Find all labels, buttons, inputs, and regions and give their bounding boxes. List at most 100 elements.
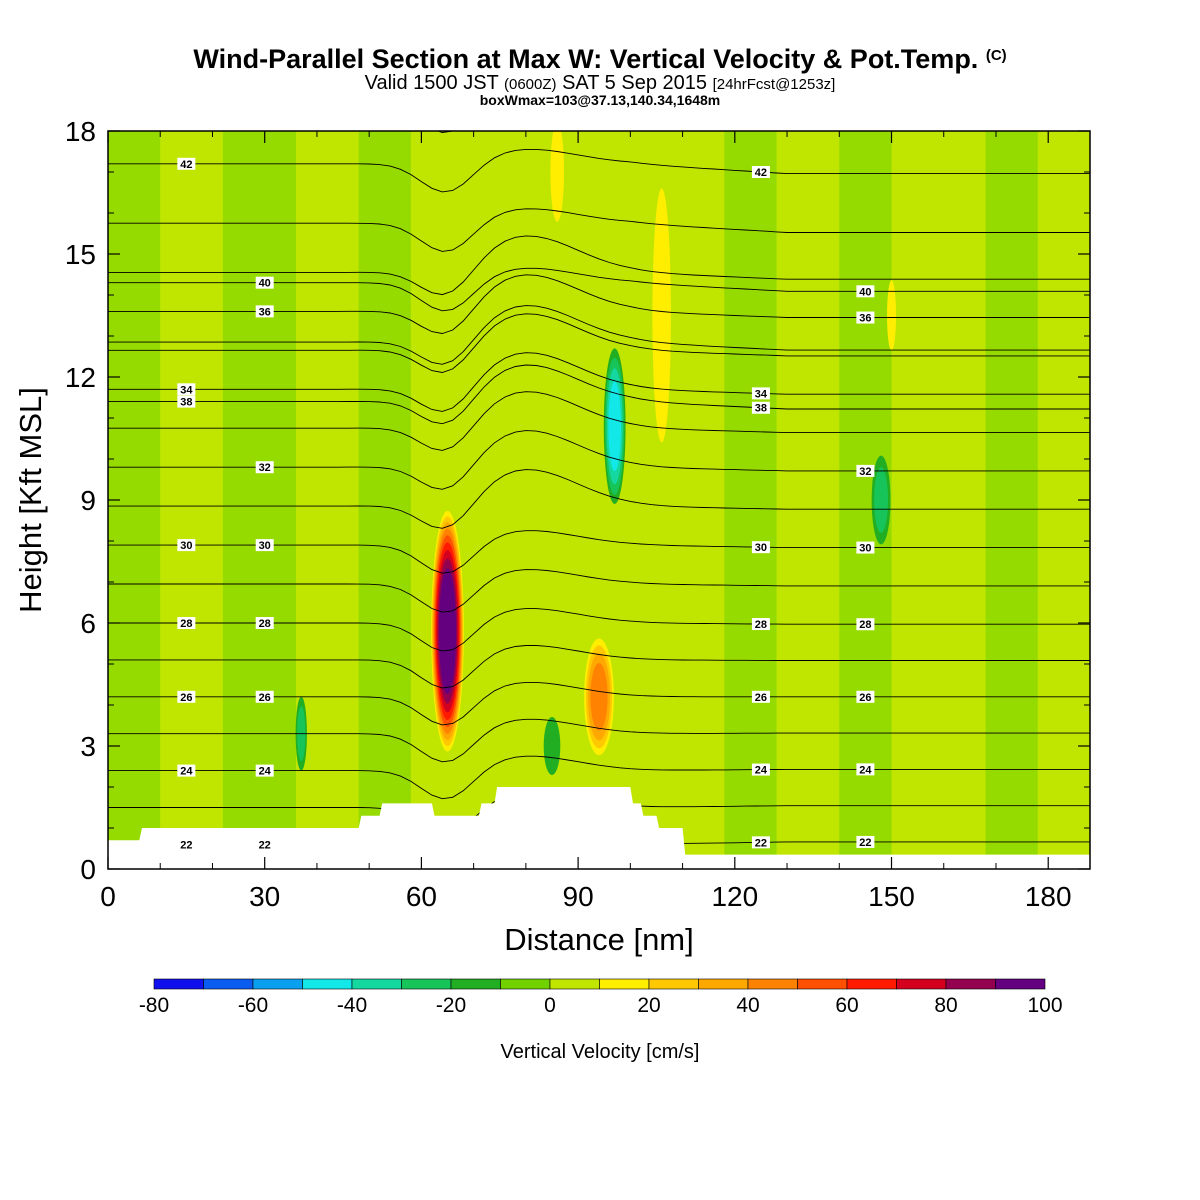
contour-label: 38 (755, 403, 767, 415)
copyright-mark: (C) (985, 47, 1007, 64)
contour-label: 24 (859, 764, 872, 776)
contour-label: 32 (859, 466, 871, 478)
colorbar-segment (153, 978, 204, 990)
velocity-feature-5 (874, 467, 889, 533)
contour-label: 26 (755, 692, 767, 704)
x-tick-label: 90 (563, 881, 594, 912)
contour-label-bg (177, 539, 196, 552)
colorbar-segment (846, 978, 897, 990)
contour-label-bg (255, 276, 274, 289)
contour-label-bg (255, 539, 274, 552)
colorbar-tick-label: 80 (934, 994, 957, 1017)
contour-label: 24 (259, 766, 272, 778)
colorbar-tick-label: 0 (544, 994, 556, 1017)
field-band-5 (985, 131, 1038, 869)
contour-label: 30 (859, 543, 871, 555)
contour-label: 38 (180, 397, 192, 409)
colorbar-segment (450, 978, 501, 990)
theta-contour-35 (108, 313, 1090, 373)
contour-label-bg (751, 165, 770, 178)
box-info: boxWmax=103@37.13,140.34,1648m (479, 92, 721, 108)
valid-time: Valid 1500 JST (364, 72, 499, 94)
contour-label: 28 (259, 618, 271, 630)
contour-label-bg (177, 764, 196, 777)
contour-label-bg (177, 690, 196, 703)
contour-label: 40 (259, 278, 271, 290)
theta-contour-43 (436, 131, 454, 133)
velocity-feature-1 (590, 663, 608, 731)
theta-contour-38 (108, 364, 1090, 425)
valid-utc: (0600Z) (503, 76, 557, 93)
x-tick-label: 60 (406, 881, 437, 912)
velocity-feature-3 (652, 188, 671, 443)
contour-label: 34 (180, 384, 193, 396)
colorbar-segment (995, 978, 1046, 990)
colorbar-segment (648, 978, 699, 990)
colorbar-segment (252, 978, 303, 990)
contour-label-bg (751, 401, 770, 414)
y-tick-label: 9 (80, 485, 96, 516)
y-tick-label: 15 (65, 239, 96, 270)
contour-label: 34 (755, 388, 768, 400)
colorbar-segment (203, 978, 254, 990)
velocity-feature-0 (442, 594, 453, 668)
contour-label: 26 (180, 692, 192, 704)
colorbar-segment (302, 978, 353, 990)
colorbar-segment (797, 978, 848, 990)
contour-label: 24 (180, 766, 193, 778)
contour-label: 30 (755, 542, 767, 554)
valid-date: SAT 5 Sep 2015 (562, 72, 707, 94)
contour-label: 28 (859, 619, 871, 631)
contour-label-bg (177, 838, 196, 851)
contour-label-bg (255, 690, 274, 703)
contour-label: 28 (180, 618, 192, 630)
x-tick-label: 30 (249, 881, 280, 912)
contour-label-bg (751, 618, 770, 631)
contour-label-bg (177, 157, 196, 170)
colorbar-segment (747, 978, 798, 990)
contour-label: 30 (180, 540, 192, 552)
colorbar-tick-label: -80 (139, 994, 169, 1017)
velocity-feature-8 (887, 280, 896, 351)
contour-label-bg (856, 311, 875, 324)
contour-label-bg (255, 838, 274, 851)
theta-contour-45 (108, 0, 1090, 14)
contour-label: 22 (755, 837, 767, 849)
theta-contour-39 (108, 305, 1090, 365)
contour-label-bg (856, 835, 875, 848)
colorbar-tick-label: -60 (238, 994, 268, 1017)
colorbar-tick-label: 100 (1027, 994, 1062, 1017)
x-tick-label: 150 (868, 881, 915, 912)
chart-title: Wind-Parallel Section at Max W: Vertical… (0, 44, 1200, 75)
colorbar-tick-label: 40 (736, 994, 759, 1017)
theta-contour-31 (108, 469, 1090, 529)
contour-label: 42 (755, 167, 767, 179)
velocity-feature-2 (608, 381, 621, 472)
contour-label-bg (751, 690, 770, 703)
colorbar-tick-label: 60 (835, 994, 858, 1017)
y-tick-label: 3 (80, 731, 96, 762)
theta-contour-27 (108, 645, 1090, 689)
theta-contour-29 (108, 569, 1090, 613)
theta-contour-25 (108, 718, 1090, 763)
contour-label-bg (177, 617, 196, 629)
contour-label-bg (856, 285, 875, 298)
field-band-2 (358, 131, 411, 869)
contour-label: 24 (755, 765, 768, 777)
x-tick-label: 0 (100, 881, 116, 912)
colorbar-tick-label: -40 (337, 994, 367, 1017)
contour-label: 28 (755, 619, 767, 631)
colorbar-segment (599, 978, 650, 990)
colorbar-segment (549, 978, 600, 990)
contour-label-bg (255, 616, 274, 629)
y-tick-label: 0 (80, 854, 96, 885)
terrain (108, 787, 1090, 869)
contour-label: 32 (259, 462, 271, 474)
colorbar-segment (896, 978, 947, 990)
forecast-info: [24hrFcst@1253z] (712, 76, 836, 93)
colorbar-label: Vertical Velocity [cm/s] (501, 1041, 700, 1063)
chart-title-text: Wind-Parallel Section at Max W: Vertical… (193, 44, 979, 74)
chart-subtitle: Valid 1500 JST (0600Z) SAT 5 Sep 2015 [2… (0, 72, 1200, 95)
